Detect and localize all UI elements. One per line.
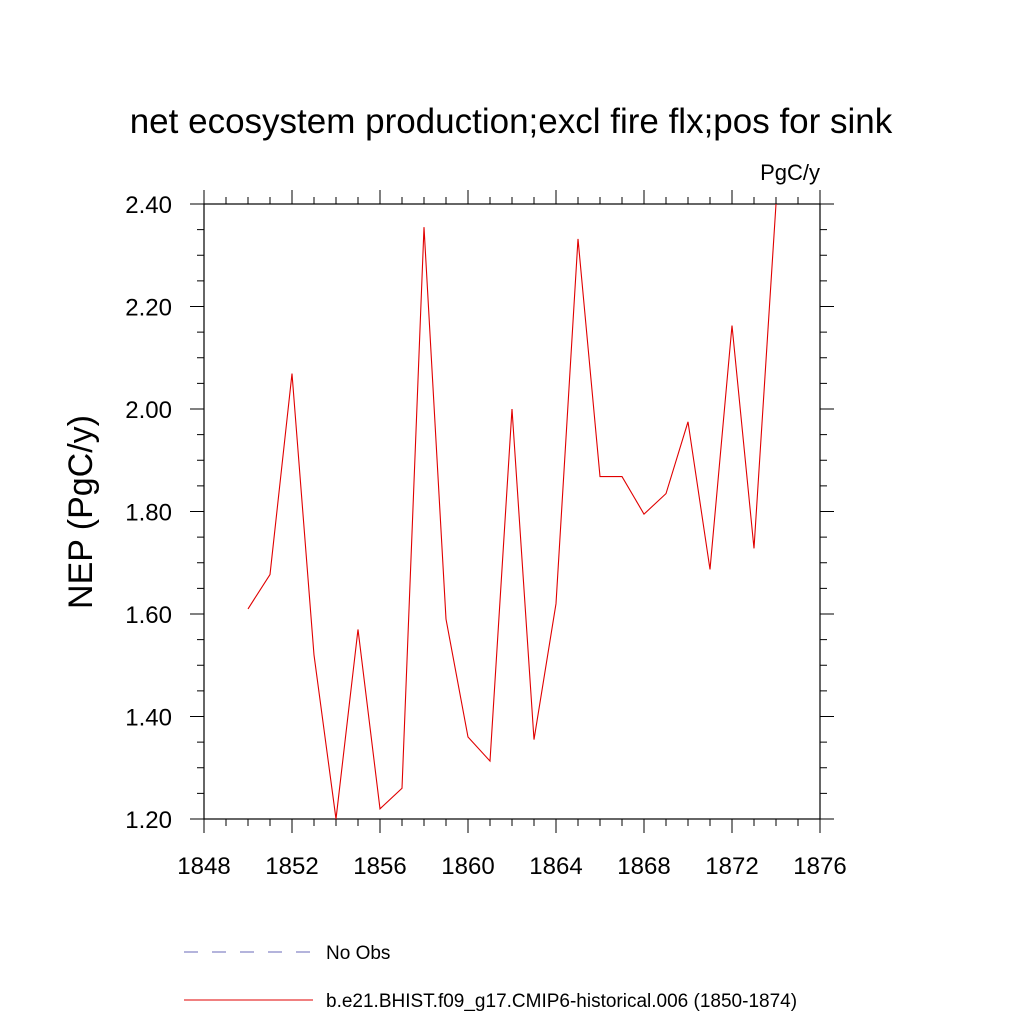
x-tick-label: 1860 (441, 853, 494, 880)
chart-title: net ecosystem production;excl fire flx;p… (130, 102, 893, 141)
y-tick-label: 1.80 (125, 500, 172, 527)
ticks-layer: 1848 1852 1856 1860 1864 1868 1872 1876 1.20 1.40… (125, 190, 846, 880)
units-label: PgC/y (760, 160, 820, 185)
x-tick-label: 1864 (529, 853, 582, 880)
series-layer (248, 204, 776, 819)
series-line (248, 204, 776, 819)
plot-frame (204, 204, 820, 819)
y-tick-label: 2.40 (125, 192, 172, 219)
y-tick-label: 1.20 (125, 807, 172, 834)
y-tick-label: 2.00 (125, 397, 172, 424)
x-tick-label: 1868 (617, 853, 670, 880)
legend: No Obs b.e21.BHIST.f09_g17.CMIP6-historic… (184, 943, 797, 1012)
y-axis-label: NEP (PgC/y) (62, 415, 100, 609)
y-tick-label: 1.60 (125, 602, 172, 629)
y-tick-label: 1.40 (125, 705, 172, 732)
y-tick-label: 2.20 (125, 295, 172, 322)
x-tick-label: 1848 (177, 853, 230, 880)
x-tick-label: 1852 (265, 853, 318, 880)
x-tick-label: 1856 (353, 853, 406, 880)
legend-label: No Obs (326, 943, 390, 964)
x-tick-label: 1876 (793, 853, 846, 880)
legend-label: b.e21.BHIST.f09_g17.CMIP6-historical.006… (326, 991, 797, 1012)
x-tick-label: 1872 (705, 853, 758, 880)
